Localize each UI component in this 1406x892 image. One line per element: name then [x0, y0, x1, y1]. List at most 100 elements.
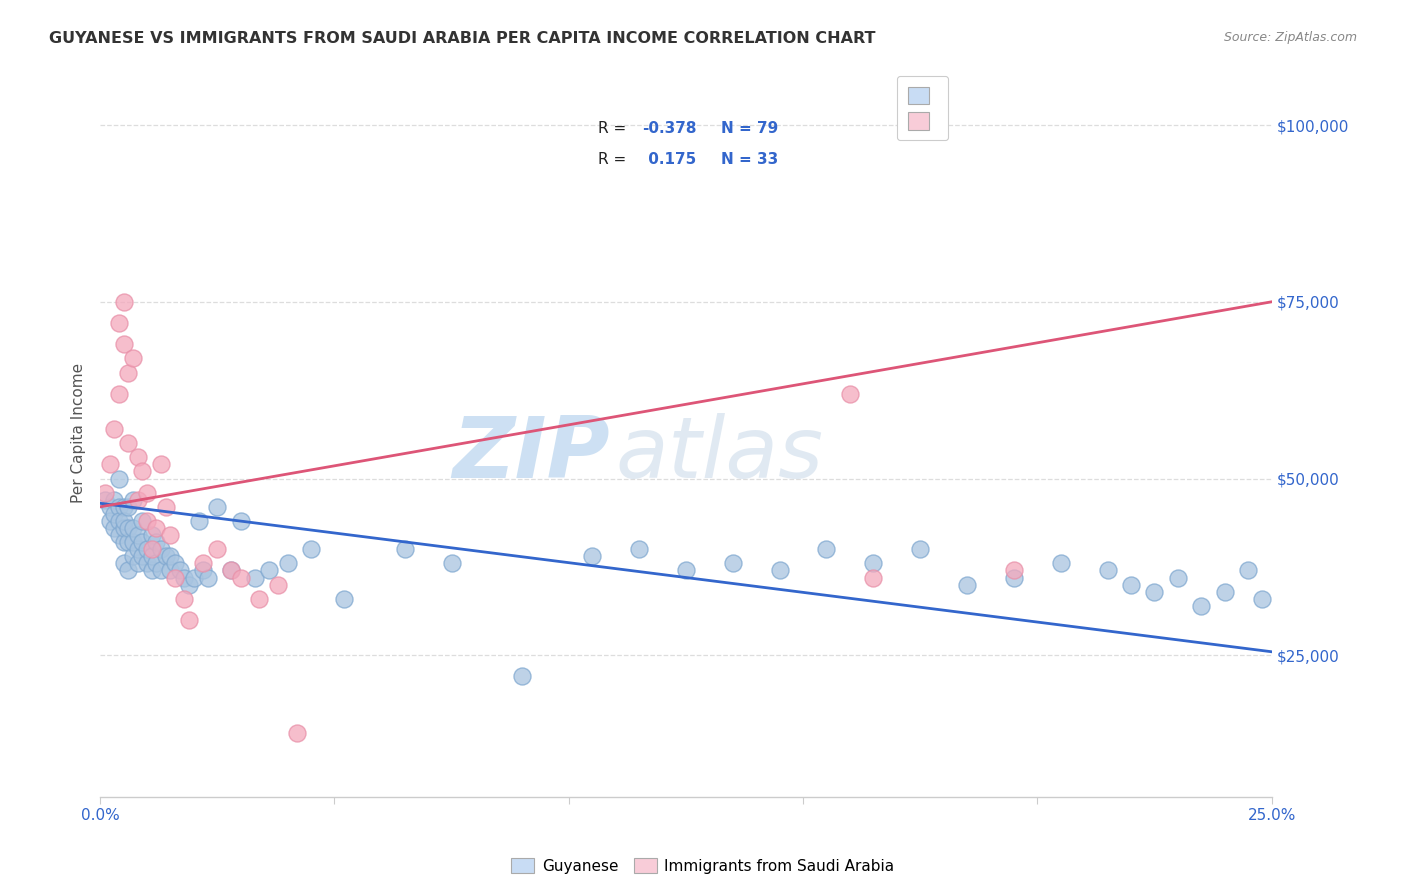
- Point: [165, 557, 187, 571]
- Text: R =: R =: [598, 120, 631, 136]
- Point: [440, 557, 463, 571]
- Point: [1237, 564, 1260, 578]
- Point: [197, 570, 219, 584]
- Point: [108, 471, 131, 485]
- Point: [862, 570, 884, 584]
- Point: [1097, 564, 1119, 578]
- Point: [117, 521, 139, 535]
- Text: Source: ZipAtlas.com: Source: ZipAtlas.com: [1223, 31, 1357, 45]
- Point: [333, 591, 356, 606]
- Text: N = 79: N = 79: [721, 120, 779, 136]
- Point: [131, 465, 153, 479]
- Point: [510, 669, 533, 683]
- Point: [141, 528, 163, 542]
- Text: GUYANESE VS IMMIGRANTS FROM SAUDI ARABIA PER CAPITA INCOME CORRELATION CHART: GUYANESE VS IMMIGRANTS FROM SAUDI ARABIA…: [49, 31, 876, 46]
- Point: [98, 500, 121, 514]
- Point: [131, 514, 153, 528]
- Y-axis label: Per Capita Income: Per Capita Income: [72, 362, 86, 503]
- Point: [1002, 570, 1025, 584]
- Point: [207, 500, 229, 514]
- Point: [179, 613, 201, 627]
- Point: [145, 521, 167, 535]
- Point: [1143, 584, 1166, 599]
- Point: [127, 450, 149, 465]
- Point: [815, 542, 838, 557]
- Point: [721, 557, 744, 571]
- Point: [94, 492, 117, 507]
- Point: [112, 557, 135, 571]
- Point: [131, 535, 153, 549]
- Point: [155, 500, 177, 514]
- Text: ZIP: ZIP: [453, 413, 610, 496]
- Point: [675, 564, 697, 578]
- Point: [112, 500, 135, 514]
- Point: [1049, 557, 1071, 571]
- Point: [285, 726, 308, 740]
- Point: [159, 549, 181, 564]
- Text: N = 33: N = 33: [721, 152, 779, 167]
- Point: [956, 577, 979, 591]
- Point: [136, 514, 159, 528]
- Point: [108, 500, 131, 514]
- Point: [1189, 599, 1212, 613]
- Point: [187, 514, 209, 528]
- Point: [627, 542, 650, 557]
- Point: [908, 542, 931, 557]
- Point: [193, 564, 215, 578]
- Point: [127, 557, 149, 571]
- Point: [838, 386, 860, 401]
- Point: [98, 514, 121, 528]
- Point: [136, 485, 159, 500]
- Point: [1167, 570, 1189, 584]
- Point: [117, 366, 139, 380]
- Point: [127, 542, 149, 557]
- Point: [169, 564, 191, 578]
- Point: [112, 535, 135, 549]
- Point: [112, 337, 135, 351]
- Point: [122, 549, 145, 564]
- Point: [112, 521, 135, 535]
- Point: [862, 557, 884, 571]
- Point: [155, 549, 177, 564]
- Point: [207, 542, 229, 557]
- Point: [1119, 577, 1142, 591]
- Point: [243, 570, 266, 584]
- Point: [112, 294, 135, 309]
- Point: [150, 458, 173, 472]
- Point: [179, 577, 201, 591]
- Text: atlas: atlas: [616, 413, 824, 496]
- Point: [136, 542, 159, 557]
- Point: [136, 557, 159, 571]
- Point: [127, 492, 149, 507]
- Point: [108, 528, 131, 542]
- Point: [103, 521, 125, 535]
- Legend: Guyanese, Immigrants from Saudi Arabia: Guyanese, Immigrants from Saudi Arabia: [505, 852, 901, 880]
- Point: [117, 564, 139, 578]
- Text: R =: R =: [598, 152, 631, 167]
- Point: [122, 492, 145, 507]
- Point: [193, 557, 215, 571]
- Point: [394, 542, 416, 557]
- Point: [221, 564, 243, 578]
- Text: 0.175: 0.175: [643, 152, 696, 167]
- Point: [183, 570, 205, 584]
- Point: [122, 521, 145, 535]
- Point: [131, 549, 153, 564]
- Point: [173, 591, 195, 606]
- Point: [141, 564, 163, 578]
- Point: [150, 542, 173, 557]
- Point: [94, 485, 117, 500]
- Point: [122, 351, 145, 366]
- Point: [267, 577, 290, 591]
- Point: [150, 564, 173, 578]
- Point: [1002, 564, 1025, 578]
- Point: [103, 492, 125, 507]
- Point: [117, 436, 139, 450]
- Point: [108, 386, 131, 401]
- Legend: , : ,: [897, 76, 948, 140]
- Point: [768, 564, 790, 578]
- Point: [581, 549, 603, 564]
- Point: [221, 564, 243, 578]
- Point: [159, 564, 181, 578]
- Point: [108, 316, 131, 330]
